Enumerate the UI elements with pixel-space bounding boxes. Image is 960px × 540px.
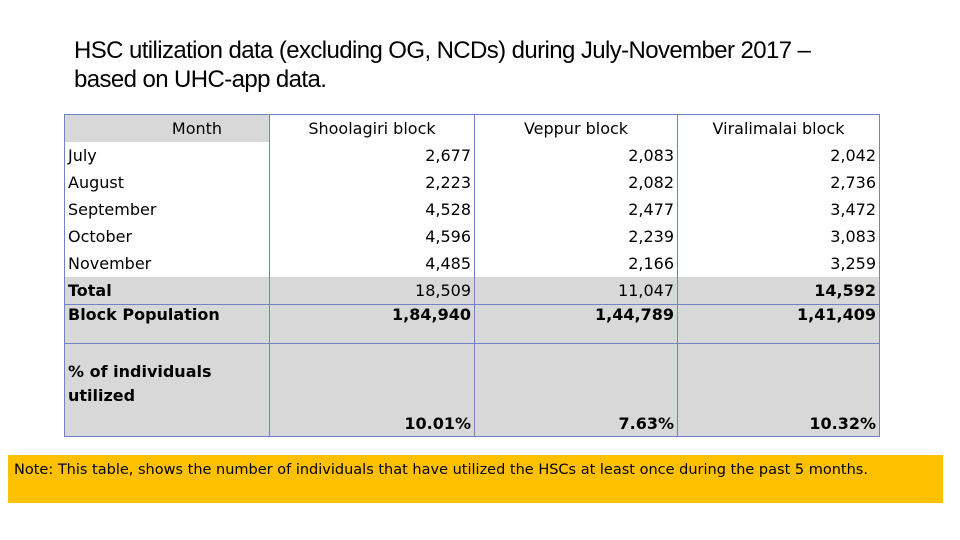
shoolagiri-population: 1,84,940 — [269, 304, 475, 344]
veppur-july: 2,083 — [475, 142, 677, 169]
viralimalai-july: 2,042 — [678, 142, 879, 169]
shoolagiri-october: 4,596 — [270, 223, 474, 250]
viralimalai-population: 1,41,409 — [677, 304, 880, 344]
veppur-percent: 7.63% — [474, 343, 678, 437]
month-august: August — [65, 169, 269, 196]
veppur-population: 1,44,789 — [474, 304, 678, 344]
shoolagiri-column: Shoolagiri block 2,677 2,223 4,528 4,596… — [269, 114, 475, 305]
shoolagiri-september: 4,528 — [270, 196, 474, 223]
population-label: Block Population — [64, 304, 270, 344]
month-july: July — [65, 142, 269, 169]
veppur-october: 2,239 — [475, 223, 677, 250]
month-october: October — [65, 223, 269, 250]
veppur-column: Veppur block 2,083 2,082 2,477 2,239 2,1… — [474, 114, 678, 305]
shoolagiri-august: 2,223 — [270, 169, 474, 196]
veppur-august: 2,082 — [475, 169, 677, 196]
shoolagiri-percent: 10.01% — [269, 343, 475, 437]
header-shoolagiri: Shoolagiri block — [270, 115, 474, 142]
utilization-table: Month July August September October Nove… — [64, 114, 880, 437]
month-september: September — [65, 196, 269, 223]
table-row-percent: % of individuals utilized 10.01% 7.63% 1… — [64, 343, 880, 437]
viralimalai-september: 3,472 — [678, 196, 879, 223]
table-row-population: Block Population 1,84,940 1,44,789 1,41,… — [64, 304, 880, 344]
month-column: Month July August September October Nove… — [64, 114, 270, 305]
shoolagiri-november: 4,485 — [270, 250, 474, 277]
percent-label: % of individuals utilized — [64, 343, 270, 437]
percent-label-line-2: utilized — [68, 386, 136, 405]
slide-title: HSC utilization data (excluding OG, NCDs… — [74, 36, 914, 94]
header-viralimalai: Viralimalai block — [678, 115, 879, 142]
viralimalai-october: 3,083 — [678, 223, 879, 250]
table-row-main: Month July August September October Nove… — [64, 114, 880, 305]
note-box: Note: This table, shows the number of in… — [8, 455, 943, 503]
veppur-total: 11,047 — [618, 281, 674, 300]
veppur-november: 2,166 — [475, 250, 677, 277]
veppur-september: 2,477 — [475, 196, 677, 223]
total-label: Total — [68, 281, 112, 300]
viralimalai-august: 2,736 — [678, 169, 879, 196]
shoolagiri-total: 18,509 — [415, 281, 471, 300]
viralimalai-column: Viralimalai block 2,042 2,736 3,472 3,08… — [677, 114, 880, 305]
viralimalai-november: 3,259 — [678, 250, 879, 277]
title-line-1: HSC utilization data (excluding OG, NCDs… — [74, 37, 811, 64]
header-veppur: Veppur block — [475, 115, 677, 142]
header-month: Month — [171, 119, 223, 138]
month-november: November — [65, 250, 269, 277]
viralimalai-percent: 10.32% — [677, 343, 880, 437]
title-line-2: based on UHC-app data. — [74, 66, 327, 93]
percent-label-line-1: % of individuals — [68, 362, 212, 381]
viralimalai-total: 14,592 — [814, 281, 876, 300]
shoolagiri-july: 2,677 — [270, 142, 474, 169]
